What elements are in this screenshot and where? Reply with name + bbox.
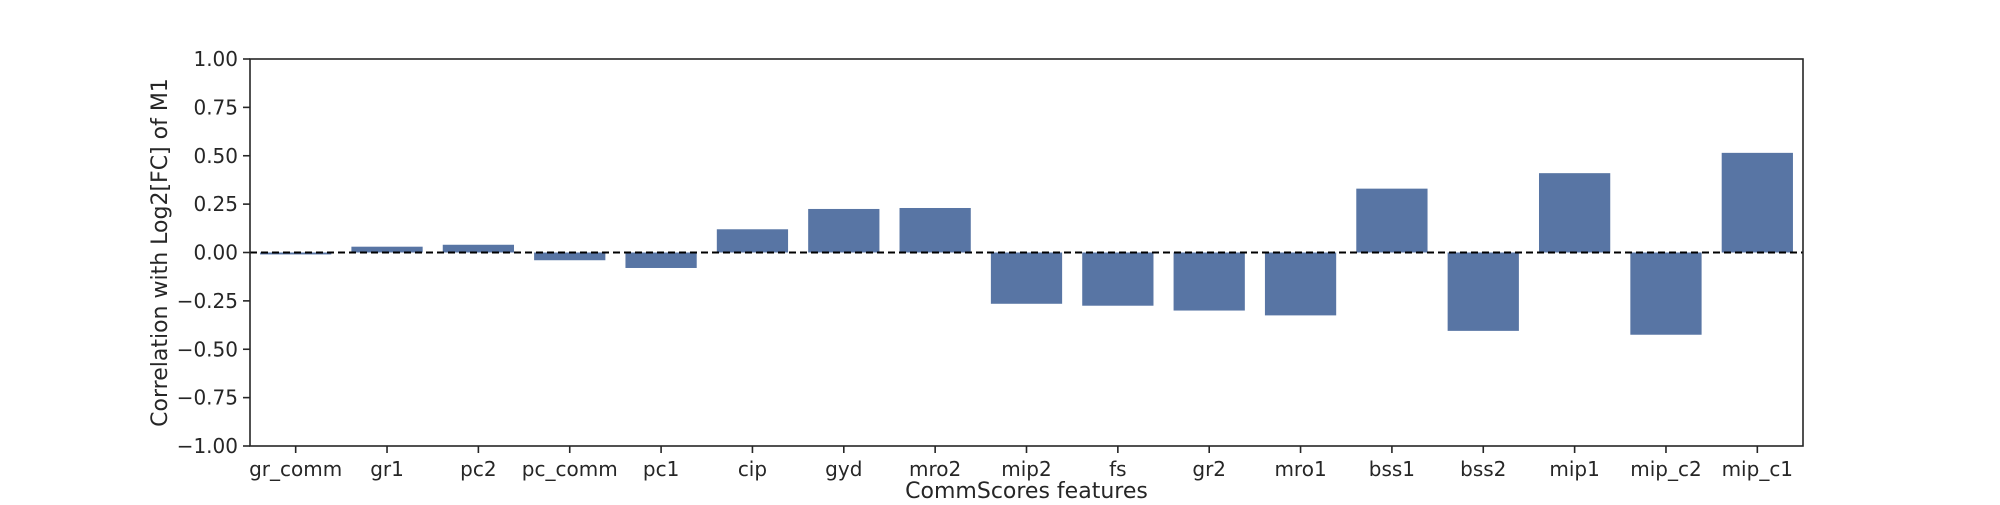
bar-bss2 [1447, 252, 1519, 331]
y-tick-label: −0.50 [177, 337, 238, 361]
x-tick-label: mip2 [1001, 457, 1051, 481]
y-tick-label: 1.00 [193, 47, 238, 71]
bar-mro1 [1264, 252, 1337, 316]
y-tick-label: 0.25 [193, 192, 238, 216]
bar-mip2 [990, 252, 1063, 304]
y-tick-label: −0.25 [177, 289, 238, 313]
bar-mip_c2 [1630, 252, 1702, 335]
y-tick-label: 0.75 [193, 95, 238, 119]
x-tick-label: cip [738, 457, 767, 481]
y-axis-label: Correlation with Log2[FC] of M1 [148, 78, 173, 427]
x-tick-label: gr2 [1192, 457, 1226, 481]
bars-group [260, 152, 1793, 335]
x-axis: gr_comm gr1 pc2 pc_comm pc1 cip gyd mro2 mip2 fs g… [249, 446, 1793, 481]
x-tick-label: gr1 [370, 457, 404, 481]
bar-gyd [808, 208, 880, 253]
x-tick-label: mro1 [1274, 457, 1326, 481]
x-tick-label: pc1 [643, 457, 679, 481]
bar-bss1 [1356, 188, 1428, 253]
y-tick-label: −0.75 [177, 386, 238, 410]
bar-gr2 [1173, 252, 1245, 311]
bar-pc_comm [534, 252, 606, 261]
x-tick-label: bss1 [1369, 457, 1415, 481]
x-tick-label: pc_comm [522, 457, 618, 481]
x-tick-label: mro2 [909, 457, 961, 481]
bar-cip [716, 229, 789, 253]
bar-fs [1082, 252, 1154, 306]
bar-pc1 [625, 252, 697, 268]
bar-mro2 [899, 207, 971, 253]
x-tick-label: gr_comm [249, 457, 342, 481]
x-tick-label: bss2 [1460, 457, 1506, 481]
x-axis-label: CommScores features [905, 479, 1148, 500]
bar-pc2 [442, 244, 515, 253]
x-tick-label: mip_c1 [1722, 457, 1793, 481]
bar-mip1 [1538, 173, 1611, 253]
x-tick-label: fs [1109, 457, 1126, 481]
y-tick-label: 0.50 [193, 144, 238, 168]
y-tick-label: −1.00 [177, 434, 238, 458]
y-tick-label: 0.00 [193, 241, 238, 265]
y-axis: −1.00 −0.75 −0.50 −0.25 0.00 0.25 0.50 0.75 1.00 [177, 47, 250, 458]
x-tick-label: pc2 [460, 457, 496, 481]
x-tick-label: gyd [825, 457, 862, 481]
bar-mip_c1 [1721, 152, 1793, 253]
bar-gr1 [351, 246, 423, 253]
x-tick-label: mip1 [1549, 457, 1599, 481]
x-tick-label: mip_c2 [1630, 457, 1701, 481]
